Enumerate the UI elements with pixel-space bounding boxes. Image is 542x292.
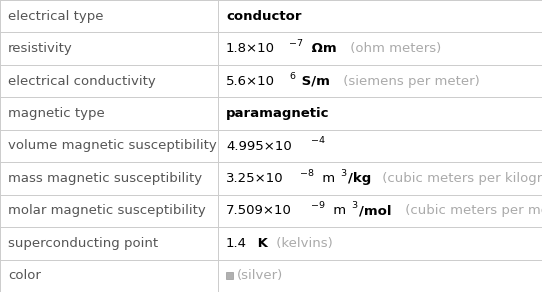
Text: electrical conductivity: electrical conductivity [8,75,156,88]
Text: −9: −9 [311,201,325,210]
Text: superconducting point: superconducting point [8,237,158,250]
Text: mass magnetic susceptibility: mass magnetic susceptibility [8,172,202,185]
Text: −7: −7 [289,39,303,48]
Text: (siemens per meter): (siemens per meter) [339,75,480,88]
Text: (silver): (silver) [237,269,283,282]
Text: 7.509×10: 7.509×10 [226,204,292,217]
Text: (kelvins): (kelvins) [272,237,333,250]
Text: /mol: /mol [359,204,391,217]
Text: volume magnetic susceptibility: volume magnetic susceptibility [8,140,217,152]
Text: (cubic meters per mole): (cubic meters per mole) [401,204,542,217]
Text: K: K [253,237,268,250]
Text: /kg: /kg [349,172,372,185]
Text: 3: 3 [351,201,357,210]
Text: −8: −8 [300,169,314,178]
Text: paramagnetic: paramagnetic [226,107,330,120]
Text: electrical type: electrical type [8,10,104,23]
Text: resistivity: resistivity [8,42,73,55]
Text: 6: 6 [289,72,295,81]
Text: m: m [329,204,346,217]
Text: magnetic type: magnetic type [8,107,105,120]
Text: (ohm meters): (ohm meters) [345,42,441,55]
Text: Ωm: Ωm [307,42,337,55]
Bar [226,272,233,279]
Text: 3.25×10: 3.25×10 [226,172,283,185]
Text: 3: 3 [340,169,347,178]
Text: (cubic meters per kilogram): (cubic meters per kilogram) [378,172,542,185]
Text: molar magnetic susceptibility: molar magnetic susceptibility [8,204,206,217]
Text: m: m [318,172,335,185]
Text: 1.4: 1.4 [226,237,247,250]
Text: 5.6×10: 5.6×10 [226,75,275,88]
Text: S/m: S/m [297,75,330,88]
Text: conductor: conductor [226,10,301,23]
Text: 4.995×10: 4.995×10 [226,140,292,152]
Text: −4: −4 [311,136,325,145]
Text: color: color [8,269,41,282]
Text: 1.8×10: 1.8×10 [226,42,275,55]
